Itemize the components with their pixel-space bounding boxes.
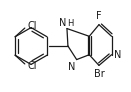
Text: N: N — [59, 18, 66, 28]
Text: Cl: Cl — [28, 61, 37, 71]
Text: N: N — [68, 62, 76, 71]
Text: Br: Br — [94, 69, 104, 79]
Text: F: F — [96, 11, 102, 21]
Text: H: H — [67, 19, 73, 28]
Text: N: N — [113, 50, 121, 60]
Text: Cl: Cl — [28, 21, 37, 31]
